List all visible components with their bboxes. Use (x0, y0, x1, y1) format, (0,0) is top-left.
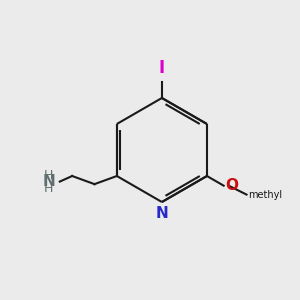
Text: O: O (225, 178, 238, 193)
Text: I: I (159, 59, 165, 77)
Text: H: H (44, 169, 53, 182)
Text: N: N (43, 174, 55, 189)
Text: N: N (155, 206, 168, 221)
Text: H: H (44, 182, 53, 195)
Text: methyl: methyl (248, 190, 282, 200)
